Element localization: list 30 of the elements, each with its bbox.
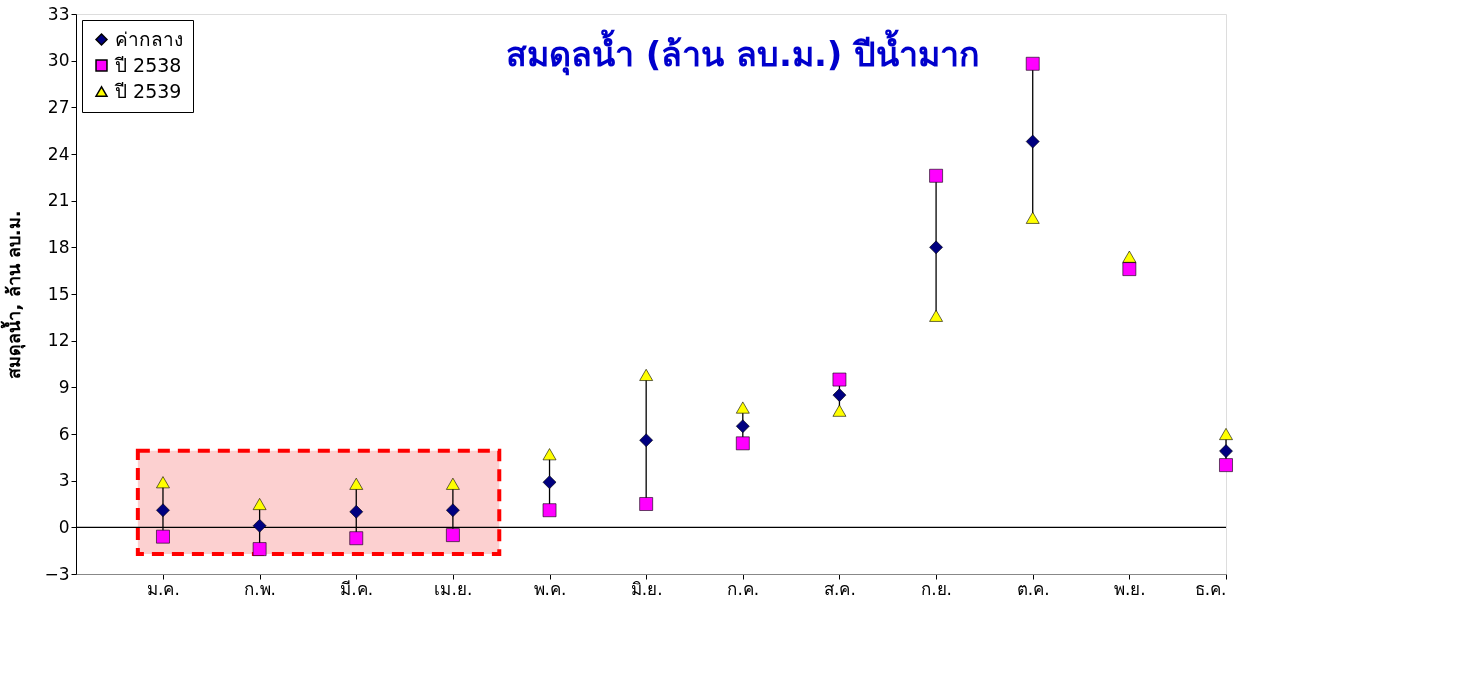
legend-label: ปี 2538 — [114, 53, 182, 76]
text: สมดุลน้ำ (ล้าน ลบ.ม.) ปีน้ำมาก — [505, 29, 981, 76]
y-tick-label: 3 — [58, 470, 70, 491]
x-tick-label: ก.ค. — [727, 578, 760, 599]
x-tick-label: ก.พ. — [244, 578, 277, 599]
y-tick-label: 24 — [47, 143, 70, 164]
x-tick-label: มิ.ย. — [630, 578, 663, 599]
y-tick-label: 0 — [58, 516, 70, 537]
y-tick-label: 18 — [47, 236, 70, 257]
x-tick-label: เม.ย. — [434, 578, 473, 599]
legend-label: ปี 2539 — [114, 79, 182, 102]
x-tick-label: ส.ค. — [824, 578, 856, 599]
y-tick-label: −3 — [44, 563, 70, 584]
y-tick-label: 12 — [47, 330, 70, 351]
legend-label: ค่ากลาง — [115, 27, 183, 50]
x-tick-label: ก.ย. — [921, 578, 952, 599]
y-tick-label: 27 — [47, 96, 70, 117]
y-tick-label: 6 — [58, 423, 70, 444]
y-axis-title: สมดุลน้ำ, ล้าน ลบ.ม. — [0, 210, 27, 379]
x-tick-label: มี.ค. — [340, 578, 374, 599]
y-tick-label: 33 — [47, 3, 70, 24]
x-tick-label: ต.ค. — [1016, 578, 1050, 599]
y-tick-label: 21 — [47, 190, 70, 211]
x-tick-label: ม.ค. — [147, 578, 180, 599]
y-tick-label: 9 — [58, 376, 70, 397]
y-tick-label: 30 — [47, 50, 70, 71]
y-tick-label: 15 — [47, 283, 70, 304]
x-tick-label: พ.ย. — [1113, 578, 1146, 599]
x-tick-label: ธ.ค. — [1194, 578, 1227, 599]
x-tick-label: พ.ค. — [533, 578, 567, 599]
